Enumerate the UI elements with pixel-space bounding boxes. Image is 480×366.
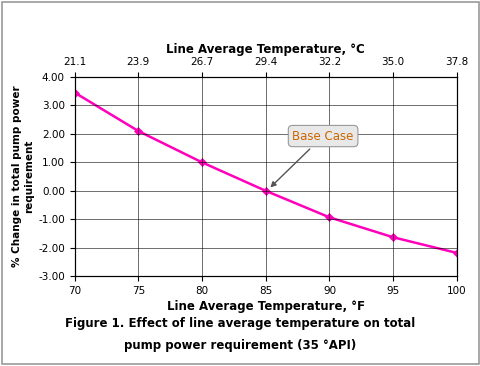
Text: Base Case: Base Case — [271, 130, 353, 186]
Text: pump power requirement (35 °API): pump power requirement (35 °API) — [124, 339, 356, 352]
Y-axis label: % Change in total pump power
requirement: % Change in total pump power requirement — [12, 86, 34, 268]
X-axis label: Line Average Temperature, °C: Line Average Temperature, °C — [166, 43, 364, 56]
X-axis label: Line Average Temperature, °F: Line Average Temperature, °F — [167, 300, 364, 313]
Text: Figure 1. Effect of line average temperature on total: Figure 1. Effect of line average tempera… — [65, 317, 415, 330]
